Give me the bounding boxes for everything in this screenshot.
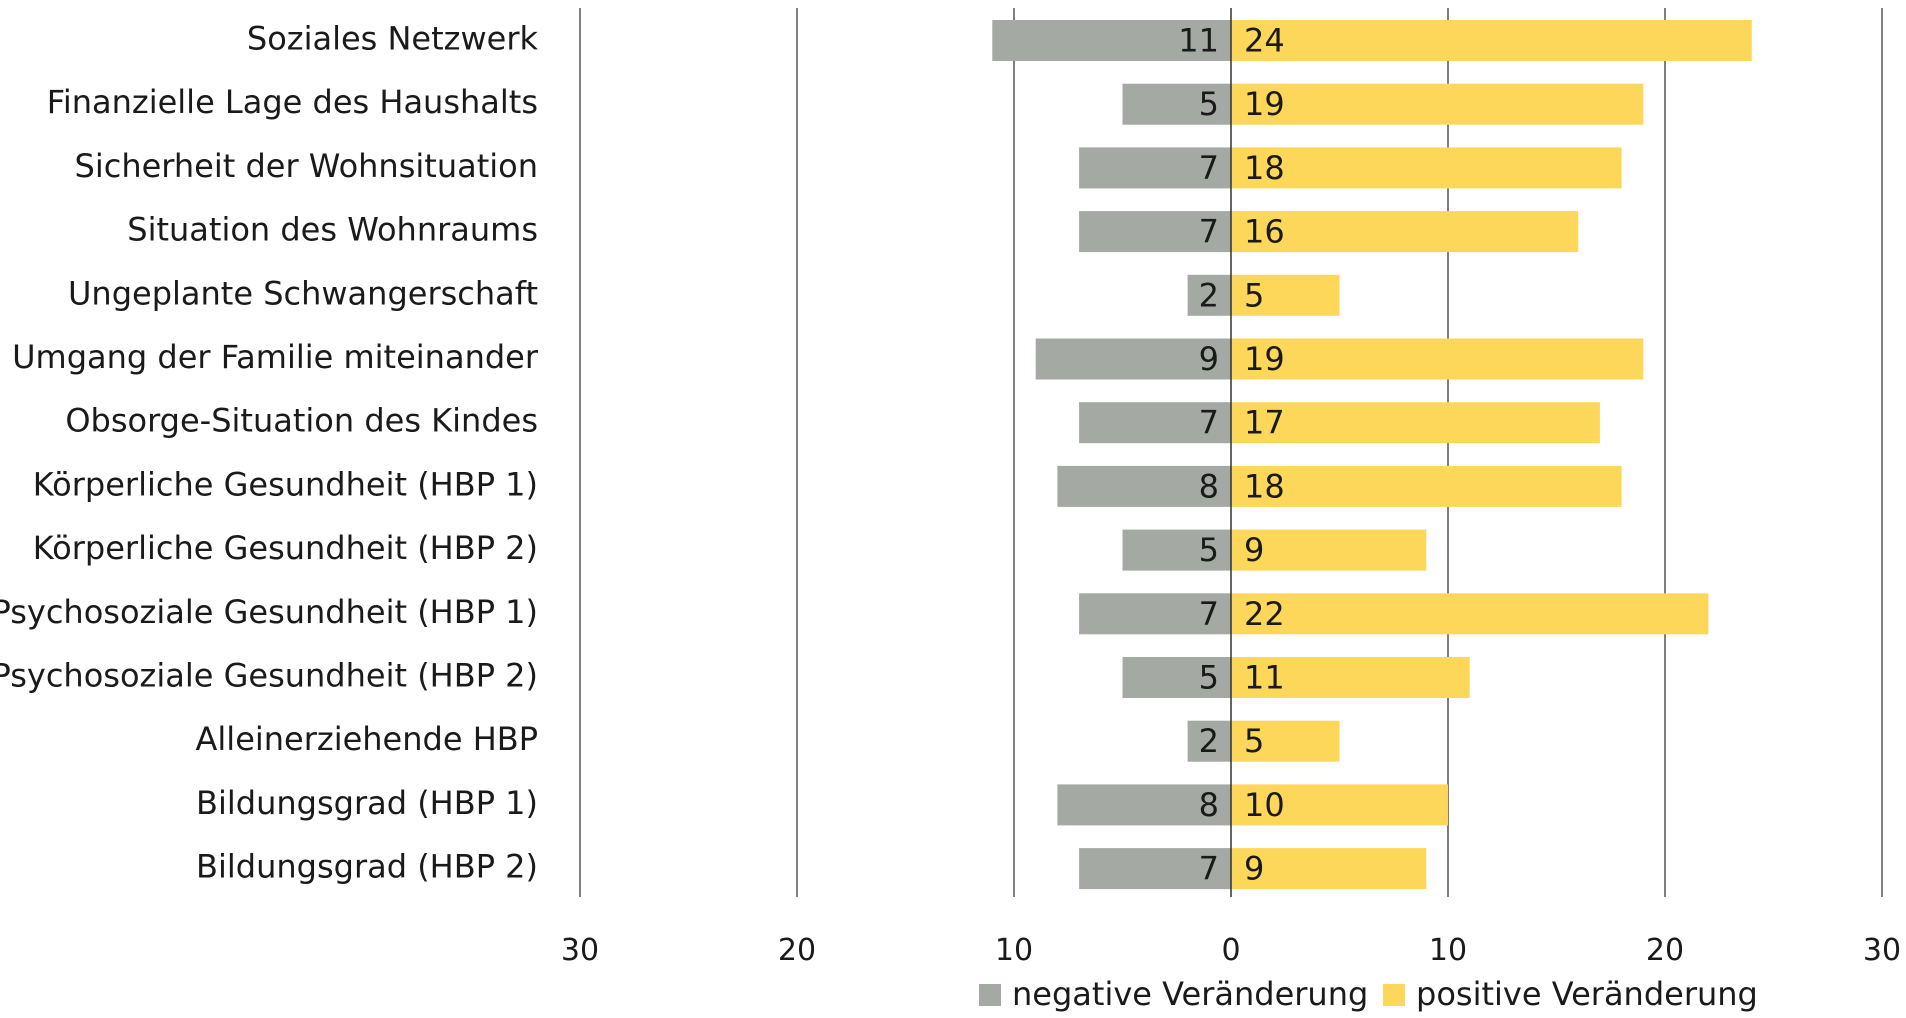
value-label-positive: 10	[1244, 786, 1285, 824]
value-label-negative: 8	[1199, 467, 1219, 505]
bar-positive	[1231, 720, 1340, 762]
legend-label-positive: positive Veränderung	[1416, 975, 1758, 1013]
bar-positive	[1231, 211, 1579, 253]
category-label: Umgang der Familie miteinander	[12, 338, 539, 376]
category-labels: Soziales Netzwerk Finanzielle Lage des Ha…	[0, 20, 539, 886]
value-label-negative: 5	[1199, 531, 1219, 569]
bar-positive	[1231, 848, 1427, 890]
bar-negative	[1187, 274, 1231, 316]
value-label-negative: 9	[1199, 340, 1219, 378]
value-label-positive: 5	[1244, 276, 1264, 314]
value-label-positive: 18	[1244, 467, 1285, 505]
value-label-negative: 7	[1199, 850, 1219, 888]
category-label: Psychosoziale Gesundheit (HBP 1)	[0, 593, 538, 631]
bar-positive	[1231, 465, 1622, 507]
bar-positive	[1231, 83, 1644, 125]
value-label-positive: 22	[1244, 595, 1285, 633]
legend-swatch-negative	[979, 984, 1001, 1006]
legend-swatch-positive	[1383, 984, 1405, 1006]
bar-negative	[1079, 147, 1231, 189]
bar-positive	[1231, 274, 1340, 316]
legend-label-negative: negative Veränderung	[1012, 975, 1368, 1013]
bar-positive	[1231, 402, 1600, 444]
bar-negative	[1122, 529, 1231, 571]
category-label: Bildungsgrad (HBP 2)	[196, 848, 538, 886]
value-label-positive: 18	[1244, 149, 1285, 187]
value-label-negative: 2	[1199, 722, 1219, 760]
value-label-negative: 7	[1199, 404, 1219, 442]
category-label: Soziales Netzwerk	[247, 20, 539, 58]
value-label-positive: 5	[1244, 722, 1264, 760]
category-label: Situation des Wohnraums	[127, 211, 538, 249]
x-tick-label: 10	[995, 933, 1033, 968]
x-tick-label: 30	[561, 933, 599, 968]
bar-positive	[1231, 20, 1752, 61]
value-label-positive: 16	[1244, 213, 1285, 251]
value-label-positive: 24	[1244, 22, 1285, 60]
bar-positive	[1231, 657, 1470, 698]
bar-negative	[992, 20, 1231, 61]
value-label-negative: 5	[1199, 85, 1219, 123]
value-label-positive: 9	[1244, 531, 1264, 569]
value-label-positive: 19	[1244, 85, 1285, 123]
value-label-positive: 19	[1244, 340, 1285, 378]
value-label-positive: 17	[1244, 404, 1285, 442]
x-tick-label: 0	[1221, 933, 1240, 968]
bar-negative	[1057, 784, 1231, 826]
bar-negative	[1187, 720, 1231, 762]
value-label-positive: 11	[1244, 659, 1285, 697]
category-label: Körperliche Gesundheit (HBP 2)	[33, 529, 538, 567]
bar-negative	[1057, 465, 1231, 507]
bar-negative	[1035, 338, 1231, 380]
bar-positive	[1231, 338, 1644, 380]
bar-negative	[1079, 593, 1231, 635]
x-tick-label: 30	[1863, 933, 1901, 968]
bar-negative	[1079, 211, 1231, 253]
category-label: Obsorge-Situation des Kindes	[65, 402, 538, 440]
value-label-negative: 8	[1199, 786, 1219, 824]
bar-negative	[1079, 848, 1231, 890]
bar-negative	[1122, 83, 1231, 125]
value-label-negative: 5	[1199, 659, 1219, 697]
bar-negative	[1079, 402, 1231, 444]
bar-positive	[1231, 784, 1448, 826]
category-label: Psychosoziale Gesundheit (HBP 2)	[0, 657, 538, 695]
legend: negative Veränderung positive Veränderung	[979, 975, 1758, 1013]
value-label-positive: 9	[1244, 850, 1264, 888]
value-label-negative: 11	[1178, 22, 1219, 60]
value-label-negative: 7	[1199, 149, 1219, 187]
x-axis-ticks: 30 20 10 0 10 20 30	[561, 933, 1901, 968]
bar-positive	[1231, 529, 1427, 571]
x-tick-label: 20	[1646, 933, 1684, 968]
value-label-negative: 7	[1199, 213, 1219, 251]
category-label: Finanzielle Lage des Haushalts	[47, 83, 538, 121]
bar-positive	[1231, 147, 1622, 189]
value-label-negative: 2	[1199, 276, 1219, 314]
category-label: Körperliche Gesundheit (HBP 1)	[33, 465, 538, 503]
x-tick-label: 10	[1429, 933, 1467, 968]
bars: 11 245 197 187 162 59 197 178 185 97 225 112 58 107 9	[992, 20, 1752, 890]
category-label: Alleinerziehende HBP	[196, 720, 538, 758]
category-label: Bildungsgrad (HBP 1)	[196, 784, 538, 822]
value-label-negative: 7	[1199, 595, 1219, 633]
x-tick-label: 20	[778, 933, 816, 968]
category-label: Sicherheit der Wohnsituation	[75, 147, 538, 185]
bar-negative	[1122, 657, 1231, 698]
category-label: Ungeplante Schwangerschaft	[68, 274, 538, 312]
bar-positive	[1231, 593, 1709, 635]
